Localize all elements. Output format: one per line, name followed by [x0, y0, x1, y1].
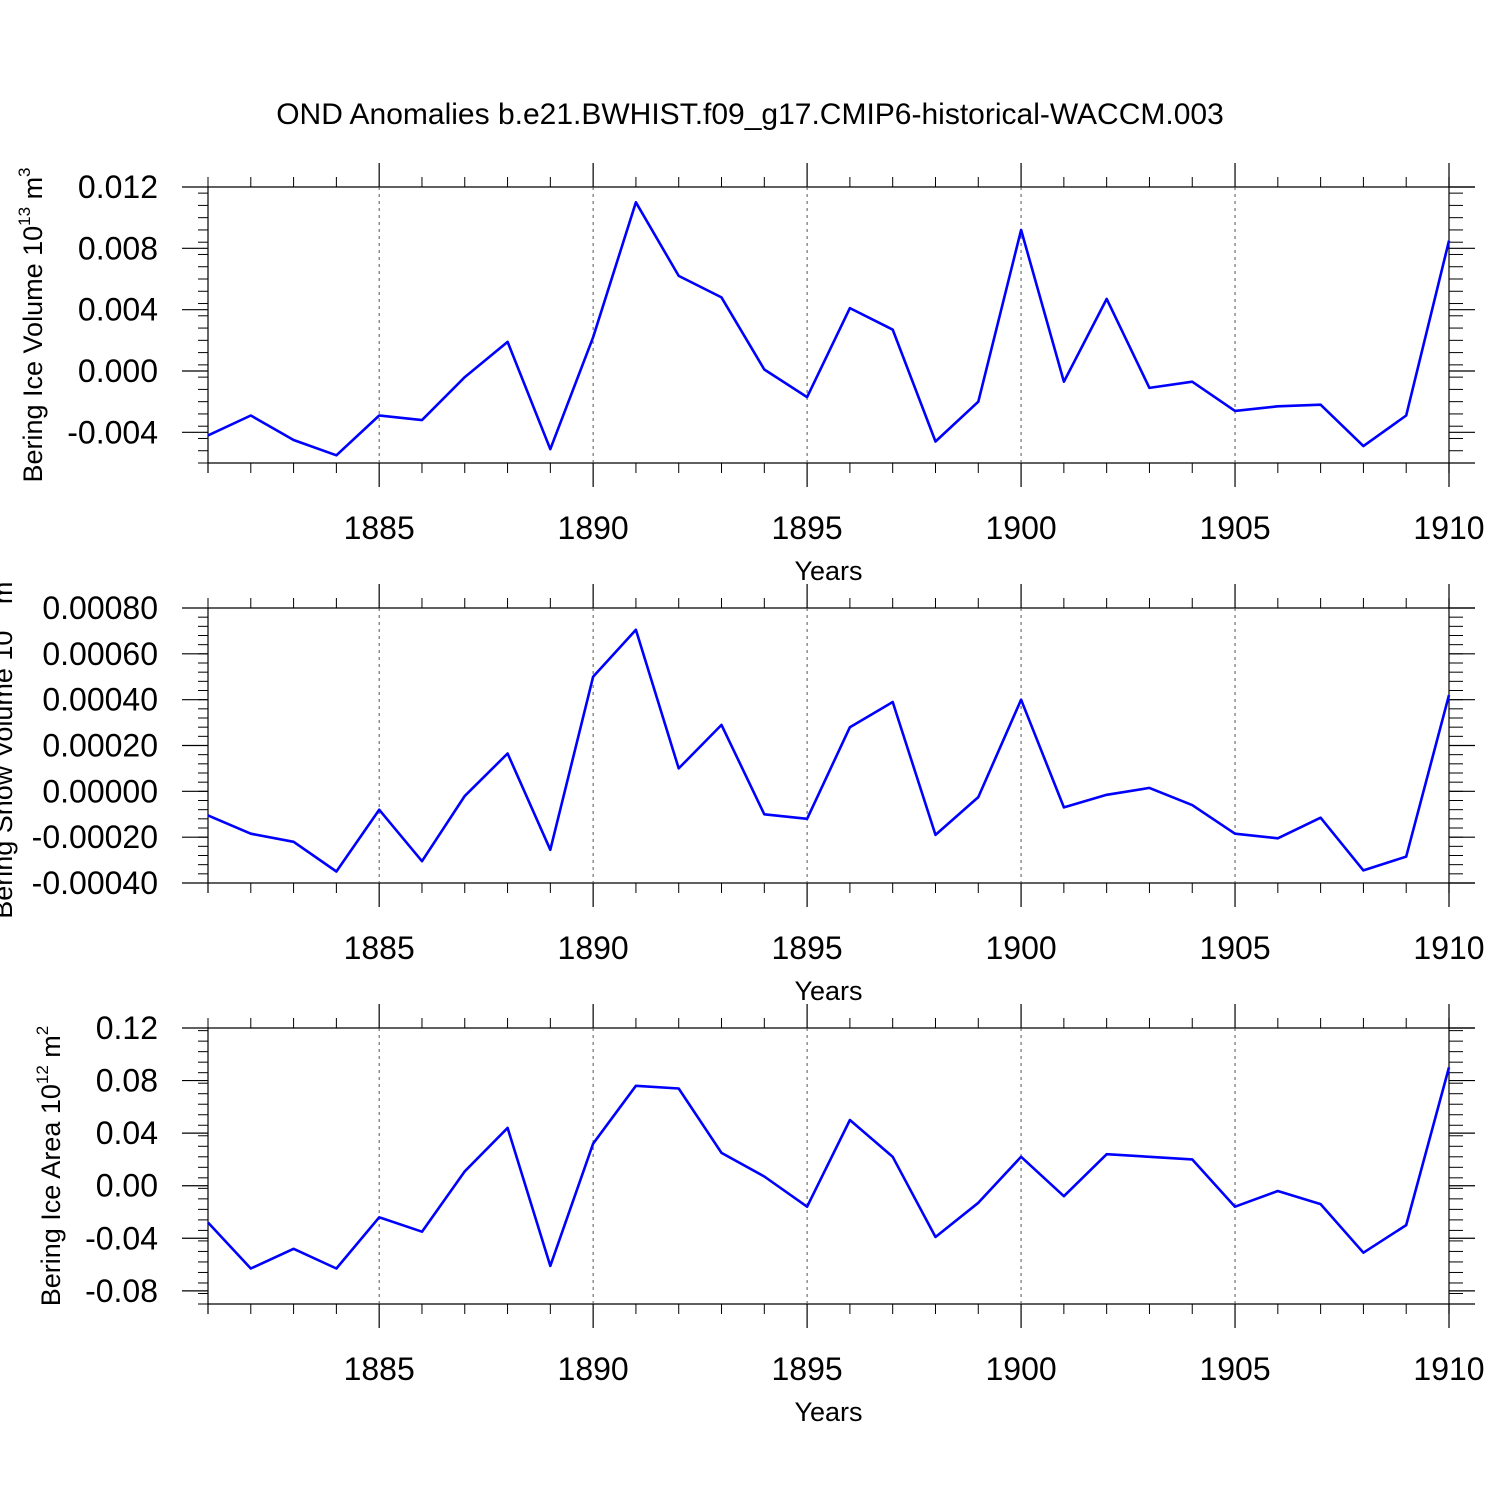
y-tick-label: 0.004: [78, 292, 158, 328]
y-tick-label: 0.012: [78, 169, 158, 205]
x-tick-label: 1885: [344, 930, 415, 966]
y-axis-title-unit: m: [36, 1035, 66, 1065]
y-tick-label: 0.00080: [42, 590, 158, 626]
y-tick-label: 0.00020: [42, 728, 158, 764]
x-tick-label: 1895: [772, 930, 843, 966]
y-tick-label: -0.00020: [32, 819, 158, 855]
y-axis-title-exponent: 13: [0, 612, 4, 631]
y-tick-label: -0.04: [85, 1220, 158, 1256]
x-tick-label: 1910: [1413, 1351, 1484, 1387]
x-tick-label: 1900: [985, 1351, 1056, 1387]
y-axis-title: Bering Ice Area 1012 m2: [33, 1026, 66, 1307]
y-tick-label: 0.000: [78, 353, 158, 389]
y-tick-label: 0.00040: [42, 682, 158, 718]
y-tick-label: 0.08: [96, 1063, 158, 1099]
series-line: [207, 201, 1451, 457]
y-tick-label: 0.00: [96, 1168, 158, 1204]
y-axis-title-exponent: 13: [15, 207, 34, 226]
x-axis-title: Years: [794, 976, 862, 1006]
y-tick-label: 0.04: [96, 1115, 158, 1151]
y-axis-title-unit-exponent: 2: [33, 1026, 52, 1035]
y-axis-title-unit-exponent: 3: [15, 167, 34, 176]
figure-title: OND Anomalies b.e21.BWHIST.f09_g17.CMIP6…: [276, 98, 1224, 131]
y-axis-title-unit: m: [0, 582, 18, 612]
y-axis-title-text: Bering Ice Area 10: [36, 1084, 66, 1306]
x-tick-label: 1890: [558, 930, 629, 966]
x-tick-label: 1895: [772, 1351, 843, 1387]
x-tick-label: 1900: [985, 510, 1056, 546]
chart-panels: 1885 1890 1895 1900 1905 1910 -0.004 0.000 0.004…: [0, 163, 1485, 1427]
series-line: [207, 1067, 1451, 1270]
y-tick-label: 0.00000: [42, 773, 158, 809]
y-axis-title-text: Bering Snow Volume 10: [0, 631, 18, 919]
x-axis-title: Years: [794, 556, 862, 586]
x-tick-label: 1905: [1199, 510, 1270, 546]
chart-panel-1: 1885 1890 1895 1900 1905 1910 -0.004 0.000 0.004…: [15, 163, 1485, 586]
chart-panel-2: 1885 1890 1895 1900 1905 1910 -0.00040 -0.00020…: [0, 572, 1485, 1006]
x-tick-label: 1905: [1199, 1351, 1270, 1387]
y-tick-label: 0.008: [78, 230, 158, 266]
x-tick-label: 1910: [1413, 930, 1484, 966]
y-axis-title-exponent: 12: [33, 1065, 52, 1084]
x-tick-label: 1890: [558, 510, 629, 546]
y-axis-title-text: Bering Ice Volume 10: [18, 226, 48, 483]
x-tick-label: 1885: [344, 1351, 415, 1387]
x-tick-label: 1910: [1413, 510, 1484, 546]
x-tick-label: 1890: [558, 1351, 629, 1387]
y-tick-label: 0.12: [96, 1010, 158, 1046]
x-tick-label: 1885: [344, 510, 415, 546]
y-axis-title: Bering Snow Volume 1013 m3: [0, 572, 18, 919]
x-tick-label: 1900: [985, 930, 1056, 966]
y-axis-title-unit: m: [18, 177, 48, 207]
y-tick-label: 0.00060: [42, 636, 158, 672]
y-tick-label: -0.08: [85, 1273, 158, 1309]
x-tick-label: 1895: [772, 510, 843, 546]
x-tick-label: 1905: [1199, 930, 1270, 966]
y-axis-title: Bering Ice Volume 1013 m3: [15, 167, 48, 482]
x-axis-title: Years: [794, 1397, 862, 1427]
y-tick-label: -0.004: [67, 414, 158, 450]
chart-panel-3: 1885 1890 1895 1900 1905 1910 -0.08 -0.04 0.00 0.…: [33, 1004, 1485, 1427]
y-tick-label: -0.00040: [32, 865, 158, 901]
y-axis-title-unit-exponent: 3: [0, 572, 4, 581]
series-line: [207, 628, 1451, 873]
